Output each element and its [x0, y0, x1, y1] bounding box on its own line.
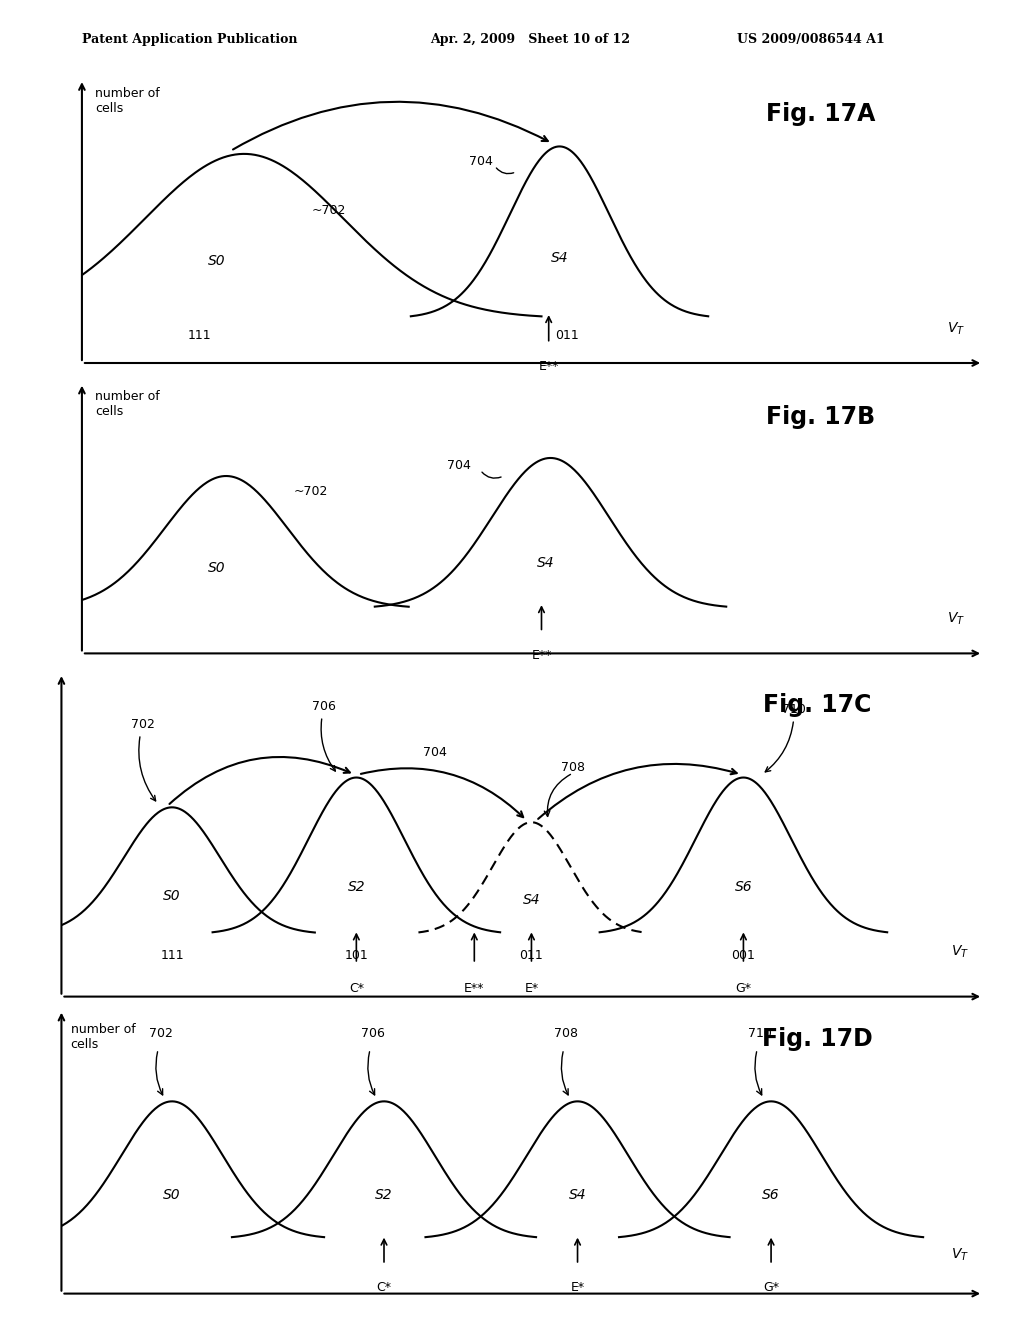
Text: 706: 706	[361, 1027, 385, 1040]
Text: number of
cells: number of cells	[71, 1023, 135, 1051]
Text: G*: G*	[735, 982, 752, 995]
Text: 708: 708	[554, 1027, 579, 1040]
Text: C*: C*	[377, 1280, 391, 1294]
Text: 704: 704	[469, 154, 494, 168]
Text: S2: S2	[375, 1188, 393, 1201]
Text: ~702: ~702	[294, 484, 328, 498]
Text: number of
cells: number of cells	[95, 87, 160, 115]
Text: S4: S4	[538, 556, 555, 570]
Text: 101: 101	[344, 949, 369, 962]
Text: S4: S4	[522, 894, 541, 907]
Text: 011: 011	[519, 949, 544, 962]
Text: S0: S0	[208, 561, 226, 574]
Text: S0: S0	[163, 1188, 181, 1201]
Text: 710: 710	[765, 704, 806, 772]
Text: 706: 706	[312, 701, 336, 771]
Text: $V_T$: $V_T$	[951, 944, 969, 960]
Text: Patent Application Publication: Patent Application Publication	[82, 33, 297, 46]
Text: 702: 702	[131, 718, 156, 801]
Text: 111: 111	[160, 949, 184, 962]
Text: $V_T$: $V_T$	[947, 321, 965, 337]
Text: S6: S6	[734, 880, 753, 894]
Text: S0: S0	[208, 255, 226, 268]
Text: Apr. 2, 2009   Sheet 10 of 12: Apr. 2, 2009 Sheet 10 of 12	[430, 33, 630, 46]
Text: $V_T$: $V_T$	[947, 611, 965, 627]
Text: 708: 708	[561, 760, 585, 774]
Text: E**: E**	[464, 982, 484, 995]
Text: S4: S4	[551, 251, 568, 265]
Text: 704: 704	[423, 746, 446, 759]
Text: 011: 011	[555, 329, 579, 342]
Text: Fig. 17B: Fig. 17B	[766, 405, 876, 429]
Text: S0: S0	[163, 888, 181, 903]
Text: 710: 710	[749, 1027, 772, 1040]
Text: number of
cells: number of cells	[95, 391, 160, 418]
Text: E*: E*	[524, 982, 539, 995]
Text: E**: E**	[531, 649, 552, 661]
Text: S2: S2	[347, 880, 366, 894]
Text: E**: E**	[539, 360, 559, 374]
Text: US 2009/0086544 A1: US 2009/0086544 A1	[737, 33, 885, 46]
Text: 704: 704	[446, 459, 471, 473]
Text: ~702: ~702	[311, 205, 346, 218]
Text: Fig. 17D: Fig. 17D	[762, 1027, 872, 1051]
Text: 111: 111	[187, 329, 211, 342]
Text: E*: E*	[570, 1280, 585, 1294]
Text: C*: C*	[349, 982, 364, 995]
Text: S6: S6	[762, 1188, 780, 1201]
Text: Fig. 17C: Fig. 17C	[763, 693, 871, 717]
Text: S4: S4	[568, 1188, 587, 1201]
Text: 001: 001	[731, 949, 756, 962]
Text: 702: 702	[150, 1027, 173, 1040]
Text: G*: G*	[763, 1280, 779, 1294]
Text: Fig. 17A: Fig. 17A	[766, 102, 876, 125]
Text: $V_T$: $V_T$	[951, 1246, 969, 1262]
